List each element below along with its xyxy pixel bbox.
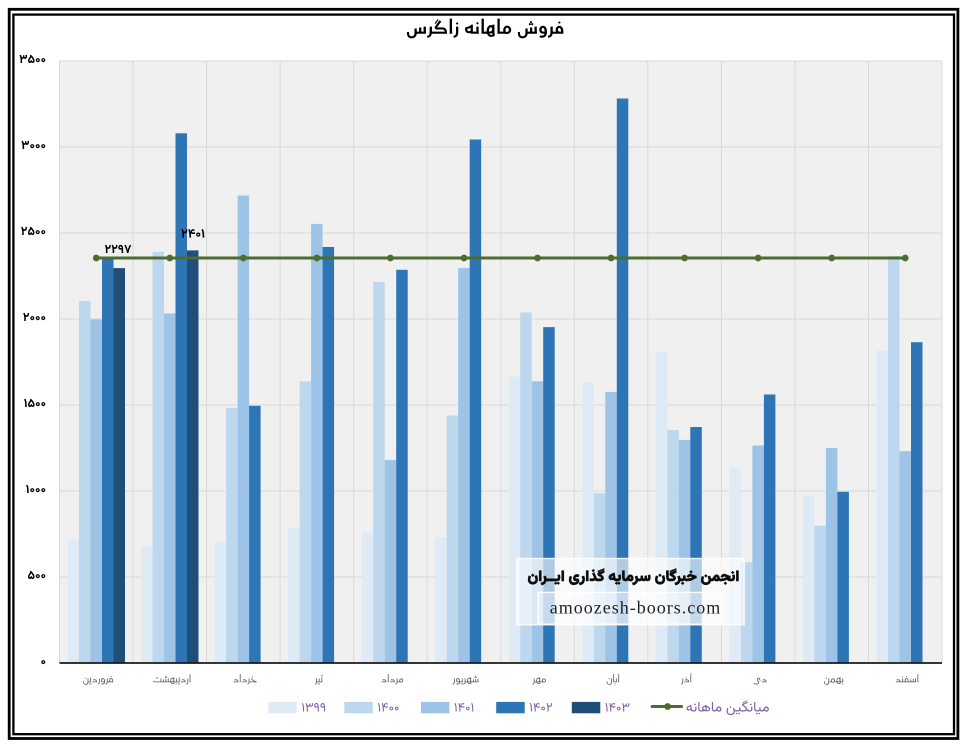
svg-text:amoozesh-boors.com: amoozesh-boors.com — [550, 598, 721, 618]
